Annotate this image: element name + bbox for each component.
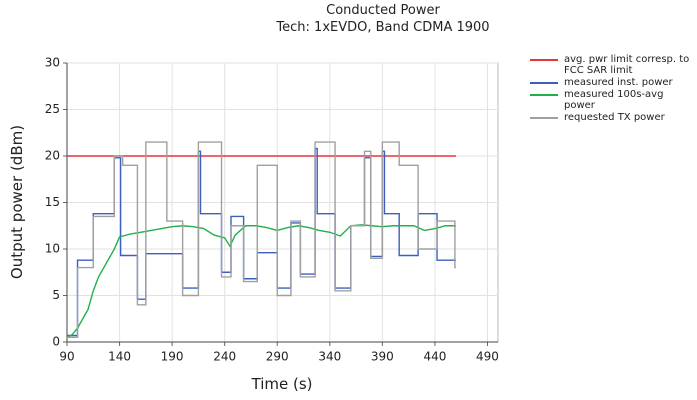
legend-item: requested TX power xyxy=(530,112,695,123)
x-tick-label: 240 xyxy=(213,350,236,364)
x-tick-label: 340 xyxy=(318,350,341,364)
x-tick-label: 390 xyxy=(371,350,394,364)
chart-subtitle: Tech: 1xEVDO, Band CDMA 1900 xyxy=(275,20,489,35)
legend-item: measured inst. power xyxy=(530,77,695,88)
x-tick-label: 490 xyxy=(476,350,499,364)
series-line xyxy=(67,141,456,339)
x-tick-label: 190 xyxy=(161,350,184,364)
x-tick-label: 140 xyxy=(108,350,131,364)
legend-label: requested TX power xyxy=(564,112,665,123)
legend-label: avg. pwr limit corresp. to FCC SAR limit xyxy=(564,54,690,76)
legend-swatch xyxy=(530,94,558,96)
legend-item: measured 100s-avg power xyxy=(530,89,695,111)
x-tick-label: 290 xyxy=(266,350,289,364)
legend-swatch xyxy=(530,82,558,84)
x-axis-label: Time (s) xyxy=(251,375,313,393)
chart-title: Conducted Power xyxy=(326,3,440,18)
y-tick-label: 10 xyxy=(45,242,60,256)
legend-label: measured inst. power xyxy=(564,77,673,88)
y-tick-label: 15 xyxy=(45,195,60,209)
legend-swatch xyxy=(530,59,558,61)
x-tick-label: 90 xyxy=(59,350,74,364)
legend: avg. pwr limit corresp. to FCC SAR limit… xyxy=(530,54,695,124)
y-tick-label: 20 xyxy=(45,149,60,163)
y-tick-label: 5 xyxy=(52,288,60,302)
y-tick-label: 30 xyxy=(45,56,60,70)
series-line xyxy=(66,224,456,338)
legend-item: avg. pwr limit corresp. to FCC SAR limit xyxy=(530,54,695,76)
y-axis-label: Output power (dBm) xyxy=(8,125,26,279)
x-tick-label: 440 xyxy=(423,350,446,364)
y-tick-label: 25 xyxy=(45,102,60,116)
legend-label: measured 100s-avg power xyxy=(564,89,664,111)
legend-swatch xyxy=(530,117,558,119)
y-tick-label: 0 xyxy=(52,335,60,349)
